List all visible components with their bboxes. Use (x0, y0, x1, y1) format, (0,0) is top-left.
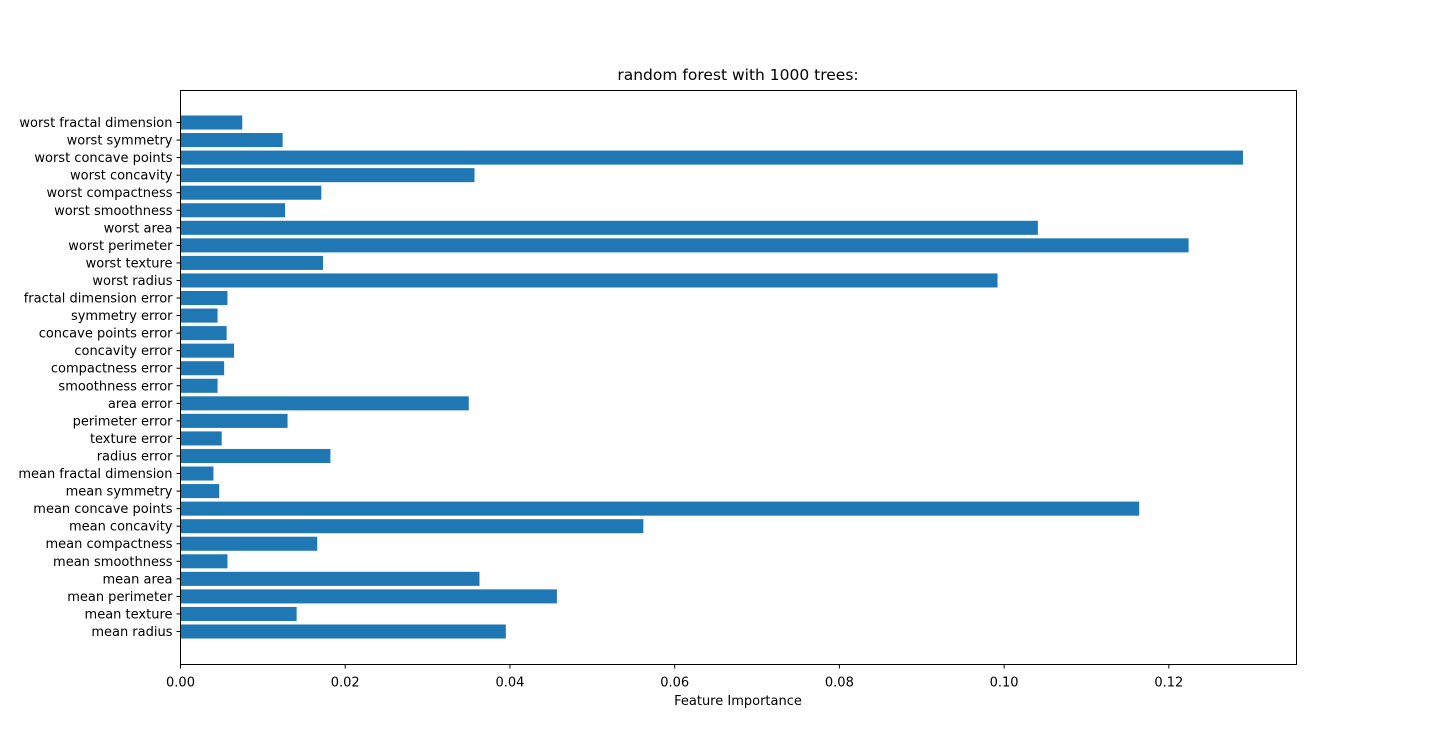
y-tick-label: worst area (104, 221, 173, 236)
bar-symmetry-error (180, 308, 218, 323)
bar-worst-concavity (180, 168, 475, 183)
y-tick-label: fractal dimension error (24, 292, 173, 307)
x-tick-label: 0.00 (166, 676, 195, 691)
bar-mean-compactness (180, 536, 318, 551)
bar-mean-fractal-dimension (180, 466, 214, 481)
x-tick-label: 0.10 (990, 676, 1019, 691)
y-tick-label: compactness error (51, 362, 173, 377)
bar-worst-symmetry (180, 133, 283, 148)
y-tick-label: mean concavity (69, 520, 173, 535)
y-tick-label: concavity error (74, 344, 173, 359)
chart-title: random forest with 1000 trees: (617, 66, 858, 84)
y-tick-label: mean smoothness (53, 555, 173, 570)
bar-worst-perimeter (180, 238, 1189, 253)
y-tick-label: worst concave points (34, 151, 172, 166)
y-tick-label: worst symmetry (67, 134, 173, 149)
y-tick-label: mean compactness (45, 537, 172, 552)
bar-worst-smoothness (180, 203, 286, 218)
x-tick-label: 0.02 (331, 676, 360, 691)
bar-compactness-error (180, 361, 225, 376)
bar-worst-area (180, 220, 1038, 235)
bar-texture-error (180, 431, 222, 446)
y-tick-label: perimeter error (73, 414, 174, 429)
y-tick-label: worst smoothness (54, 204, 173, 219)
bar-radius-error (180, 448, 331, 463)
bar-mean-concave-points (180, 501, 1140, 516)
y-tick-label: mean fractal dimension (18, 467, 172, 482)
bar-worst-texture (180, 255, 323, 270)
x-tick-label: 0.12 (1154, 676, 1183, 691)
y-tick-label: smoothness error (58, 379, 173, 394)
plot-frame (180, 90, 1297, 665)
y-tick-label: mean texture (85, 607, 173, 622)
bar-worst-compactness (180, 185, 322, 200)
y-tick-label: mean perimeter (67, 590, 173, 605)
y-axis-ticks: mean radius mean texture mean perimeter mea… (18, 116, 181, 640)
bar-concavity-error (180, 343, 235, 358)
y-tick-label: mean area (103, 572, 173, 587)
bar-mean-concavity (180, 519, 644, 534)
bar-mean-smoothness (180, 554, 228, 569)
bar-area-error (180, 396, 469, 411)
x-axis-ticks: 0.00 0.02 0.04 0.06 0.08 0.10 0.12 (166, 664, 1183, 691)
bar-smoothness-error (180, 378, 218, 393)
y-tick-label: texture error (90, 432, 173, 447)
y-tick-label: mean symmetry (66, 485, 173, 500)
y-tick-label: area error (108, 397, 173, 412)
x-tick-label: 0.04 (495, 676, 524, 691)
bar-concave-points-error (180, 326, 227, 341)
bar-worst-radius (180, 273, 998, 288)
y-tick-label: mean concave points (33, 502, 172, 517)
bar-mean-area (180, 571, 480, 586)
y-tick-label: worst compactness (47, 186, 173, 201)
x-axis-label: Feature Importance (674, 694, 802, 709)
bars-group (180, 115, 1243, 639)
x-tick-label: 0.08 (825, 676, 854, 691)
bar-worst-concave-points (180, 150, 1243, 165)
y-tick-label: worst perimeter (68, 239, 173, 254)
x-tick-label: 0.06 (660, 676, 689, 691)
y-tick-label: worst radius (92, 274, 172, 289)
y-tick-label: symmetry error (71, 309, 173, 324)
y-tick-label: worst fractal dimension (19, 116, 172, 131)
bar-fractal-dimension-error (180, 291, 228, 306)
y-tick-label: worst concavity (70, 169, 173, 184)
y-tick-label: worst texture (86, 256, 173, 271)
y-tick-label: mean radius (91, 625, 172, 640)
bar-mean-radius (180, 624, 506, 639)
bar-mean-perimeter (180, 589, 557, 604)
bar-mean-symmetry (180, 484, 220, 499)
bar-mean-texture (180, 606, 297, 621)
y-tick-label: concave points error (39, 327, 173, 342)
bar-perimeter-error (180, 413, 288, 428)
bar-worst-fractal-dimension (180, 115, 243, 130)
y-tick-label: radius error (97, 449, 173, 464)
